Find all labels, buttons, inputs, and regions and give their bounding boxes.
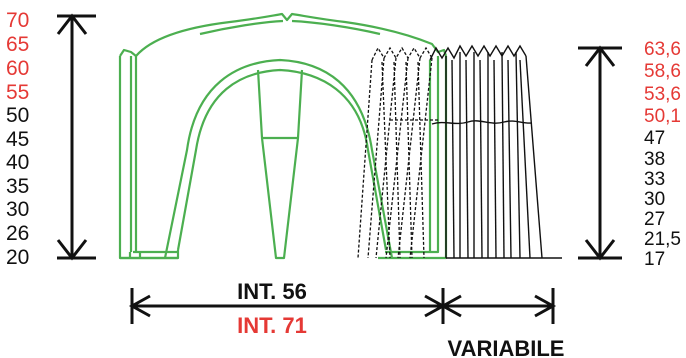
variable-profiles (429, 44, 562, 259)
dashed-profiles (357, 46, 438, 259)
left-scale-label: 70 (6, 9, 29, 32)
left-scale-label: 55 (6, 81, 29, 104)
right-height-arrow (578, 45, 622, 261)
right-scale-label: 47 (644, 128, 665, 149)
right-scale-label: 27 (644, 209, 665, 230)
arch-spacer-profile (118, 12, 448, 260)
left-scale-label: 20 (6, 246, 29, 269)
left-scale-label: 26 (6, 222, 29, 245)
right-scale: 63,6 58,6 53,6 50,1 47 38 33 30 27 21,5 … (644, 39, 681, 270)
right-scale-label: 50,1 (644, 106, 681, 127)
left-scale: 70 65 60 55 50 45 40 35 30 26 20 (6, 9, 29, 269)
right-scale-label: 53,6 (644, 84, 681, 105)
variabile-width-arrow (439, 288, 557, 324)
left-scale-label: 40 (6, 151, 29, 174)
left-scale-label: 35 (6, 175, 29, 198)
right-scale-label: 30 (644, 189, 665, 210)
right-scale-label: 33 (644, 169, 665, 190)
variabile-label: VARIABILE (448, 336, 565, 358)
int-width-arrow (128, 288, 447, 324)
right-scale-label: 17 (644, 249, 665, 270)
left-scale-label: 30 (6, 198, 29, 221)
right-scale-label: 63,6 (644, 39, 681, 60)
left-scale-label: 45 (6, 128, 29, 151)
int-56-label: INT. 56 (237, 279, 307, 304)
right-scale-label: 21,5 (644, 229, 681, 250)
left-scale-label: 60 (6, 57, 29, 80)
left-height-arrow (56, 13, 96, 261)
int-71-label: INT. 71 (237, 313, 307, 338)
right-scale-label: 38 (644, 149, 665, 170)
right-scale-label: 58,6 (644, 61, 681, 82)
left-scale-label: 50 (6, 104, 29, 127)
left-scale-label: 65 (6, 33, 29, 56)
